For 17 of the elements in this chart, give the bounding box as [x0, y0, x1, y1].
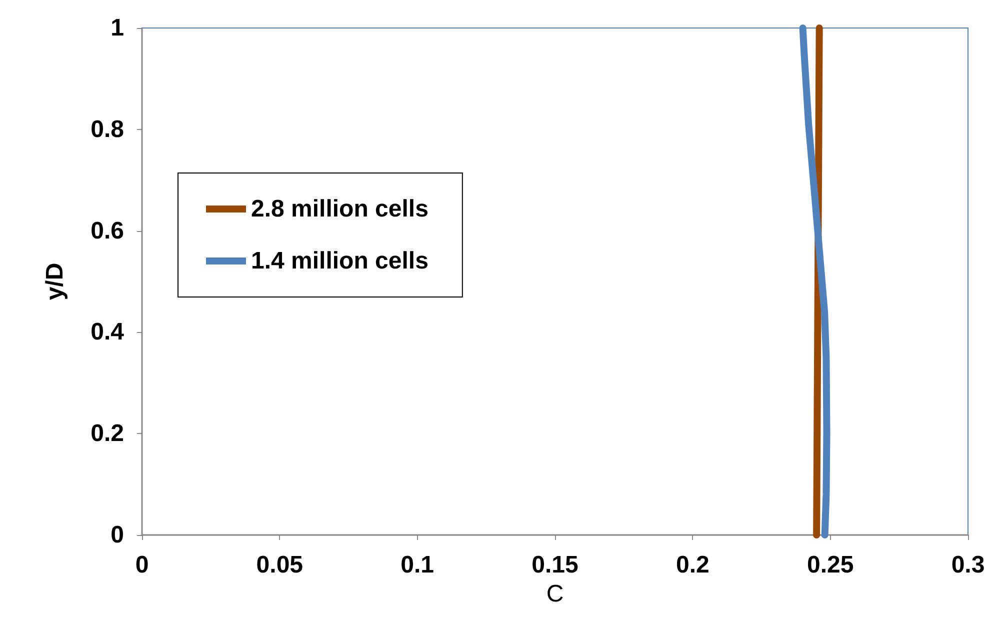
x-tick-label: 0.15 — [532, 552, 578, 578]
x-tick-label: 0.25 — [806, 552, 854, 578]
x-tick-label: 0.1 — [400, 552, 434, 578]
x-axis-title: C — [546, 580, 564, 608]
legend-label: 2.8 million cells — [251, 196, 428, 222]
y-tick-label: 0.2 — [90, 420, 124, 448]
y-tick-label: 0.6 — [90, 217, 124, 244]
y-tick-label: 0.8 — [90, 116, 124, 143]
y-tick-label: 1 — [110, 14, 124, 42]
x-tick-label: 0.2 — [676, 552, 710, 578]
y-axis-title: y/D — [42, 262, 68, 300]
legend-label: 1.4 million cells — [251, 248, 428, 274]
x-tick-label: 0.3 — [951, 552, 985, 578]
x-tick-label: 0 — [135, 552, 149, 578]
y-tick-label: 0 — [110, 522, 124, 548]
y-tick-label: 0.4 — [90, 318, 125, 346]
x-tick-label: 0.05 — [256, 552, 304, 578]
